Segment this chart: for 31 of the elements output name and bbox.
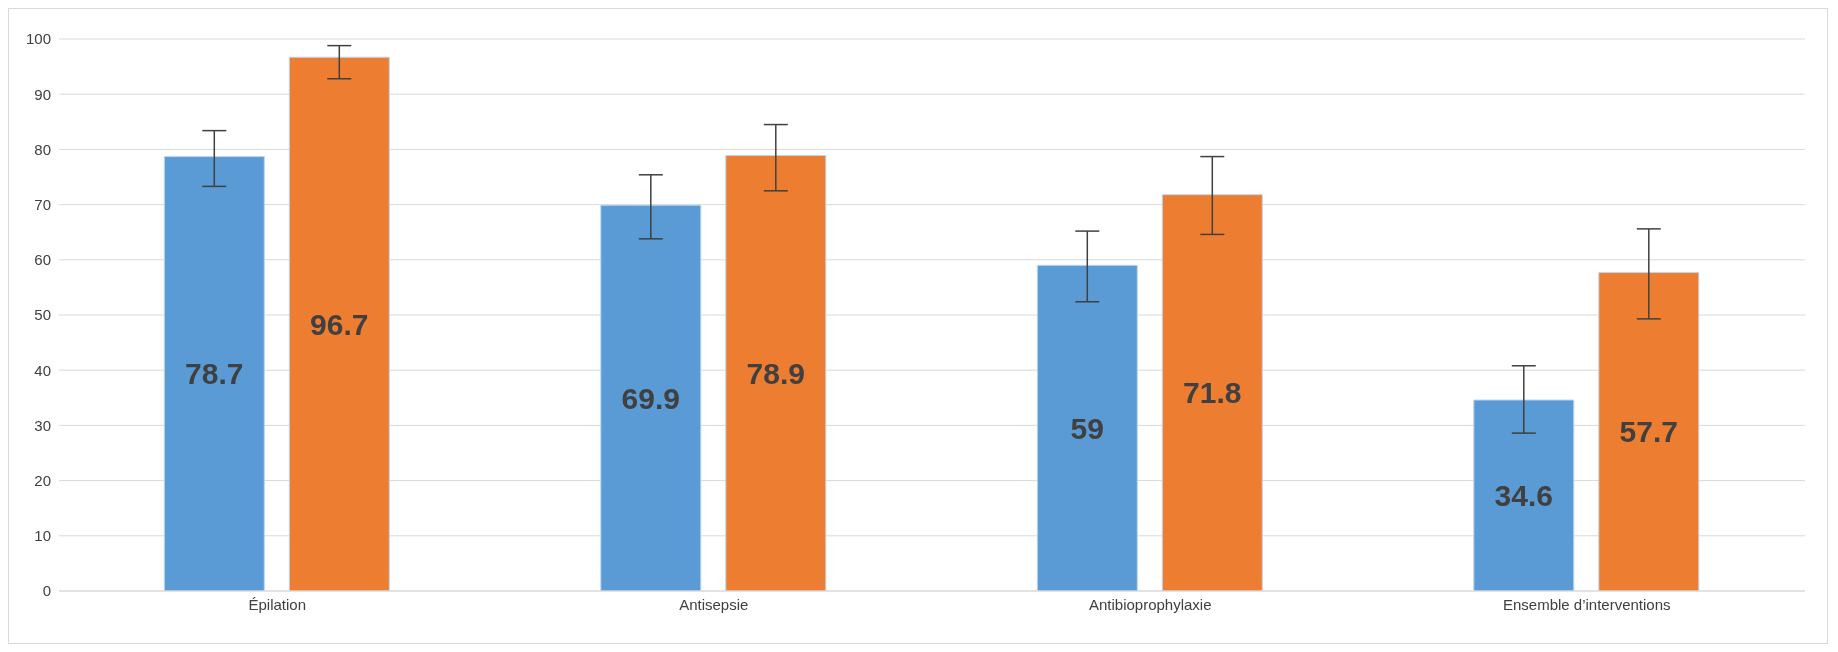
y-tick-label: 80 bbox=[34, 140, 51, 158]
x-tick-label: Antisepsie bbox=[679, 595, 749, 613]
y-tick-label: 60 bbox=[34, 251, 51, 269]
bar bbox=[1036, 264, 1138, 591]
data-label: 78.9 bbox=[746, 356, 805, 390]
y-tick-label: 40 bbox=[34, 361, 51, 379]
bar bbox=[600, 204, 702, 591]
data-label: 59 bbox=[1070, 411, 1104, 445]
bar bbox=[1473, 399, 1575, 591]
data-label: 69.9 bbox=[621, 381, 680, 415]
bar bbox=[725, 154, 827, 591]
y-tick-label: 30 bbox=[34, 416, 51, 434]
x-tick-label: Ensemble d’interventions bbox=[1502, 595, 1671, 613]
bar bbox=[288, 56, 390, 591]
y-tick-label: 50 bbox=[34, 306, 51, 324]
y-tick-label: 0 bbox=[42, 582, 51, 600]
bar bbox=[163, 156, 265, 591]
y-tick-label: 10 bbox=[34, 527, 51, 545]
y-tick-label: 70 bbox=[34, 195, 51, 213]
bar bbox=[1598, 272, 1700, 591]
x-tick-label: Épilation bbox=[248, 595, 307, 613]
bar bbox=[1161, 194, 1263, 591]
y-tick-label: 20 bbox=[34, 471, 51, 489]
data-label: 96.7 bbox=[310, 307, 369, 341]
data-label: 57.7 bbox=[1619, 415, 1678, 449]
x-tick-label: Antibioprophylaxie bbox=[1088, 595, 1212, 613]
y-tick-label: 100 bbox=[25, 30, 51, 48]
data-label: 78.7 bbox=[185, 357, 244, 391]
data-label: 71.8 bbox=[1183, 376, 1242, 410]
data-label: 34.6 bbox=[1494, 479, 1553, 513]
y-tick-label: 90 bbox=[34, 85, 51, 103]
